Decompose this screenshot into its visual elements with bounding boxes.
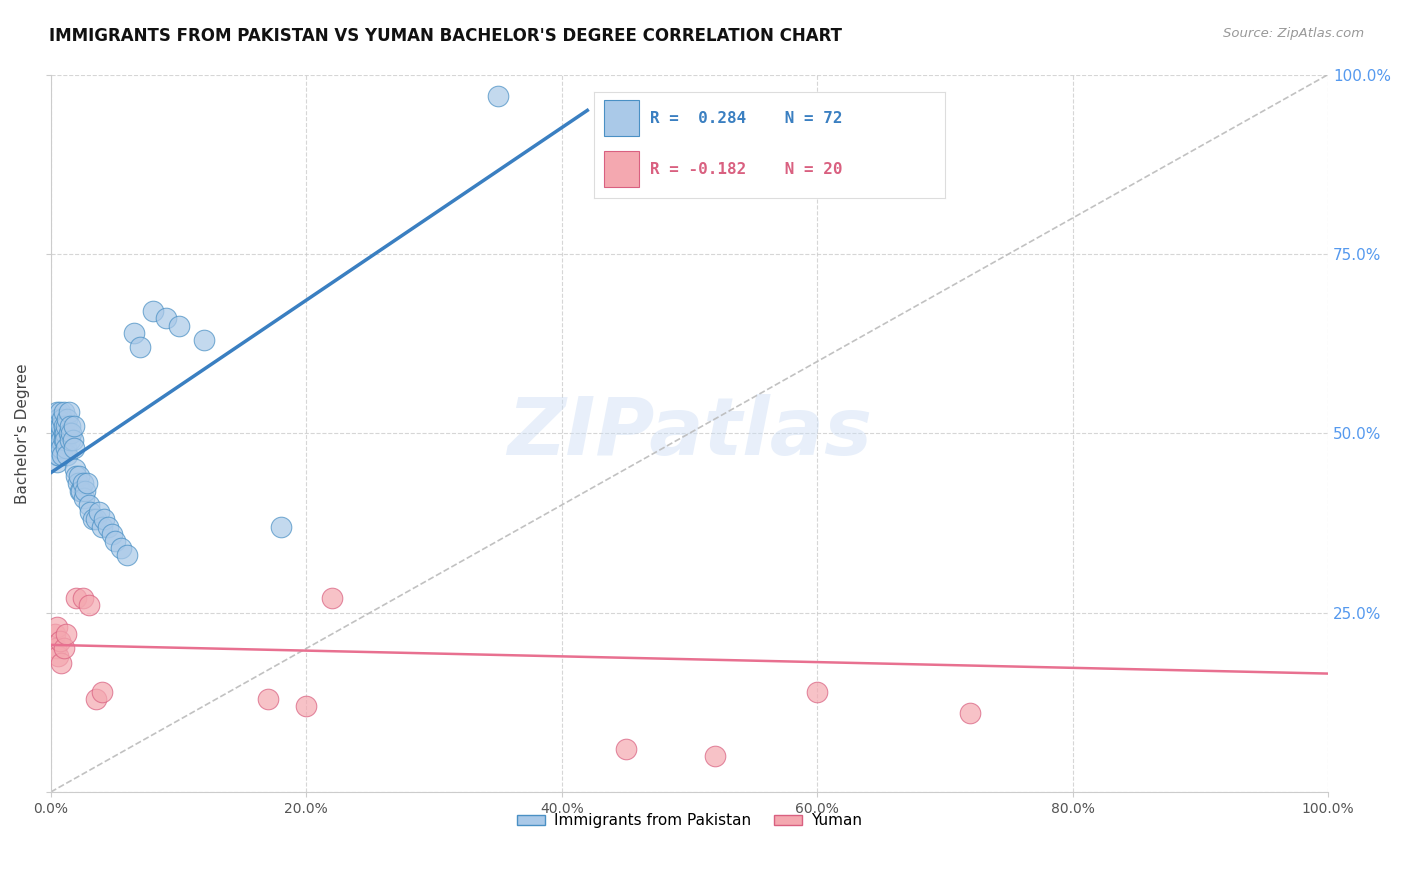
Point bbox=[142, 304, 165, 318]
Point bbox=[49, 441, 72, 455]
Y-axis label: Bachelor's Degree: Bachelor's Degree bbox=[15, 363, 30, 504]
Point bbox=[295, 698, 318, 713]
Point bbox=[44, 434, 66, 448]
Point bbox=[45, 419, 67, 434]
Point bbox=[51, 448, 73, 462]
Point bbox=[48, 426, 70, 441]
Point bbox=[62, 434, 84, 448]
Point bbox=[48, 441, 70, 455]
Point bbox=[66, 476, 89, 491]
Point bbox=[59, 419, 82, 434]
Point bbox=[48, 412, 70, 426]
Point bbox=[67, 469, 90, 483]
Point bbox=[49, 634, 72, 648]
Point bbox=[52, 405, 75, 419]
Point bbox=[46, 455, 69, 469]
Point bbox=[56, 448, 79, 462]
Point bbox=[51, 412, 73, 426]
Point bbox=[49, 434, 72, 448]
Point bbox=[48, 448, 70, 462]
Point bbox=[49, 656, 72, 670]
Point bbox=[90, 519, 112, 533]
Point bbox=[52, 641, 75, 656]
Point bbox=[104, 533, 127, 548]
Point bbox=[63, 462, 86, 476]
Point bbox=[90, 684, 112, 698]
Point bbox=[75, 483, 97, 498]
Point bbox=[129, 340, 152, 354]
Point bbox=[321, 591, 343, 606]
Point bbox=[49, 434, 72, 448]
Point bbox=[58, 405, 80, 419]
Point bbox=[72, 591, 94, 606]
Point bbox=[48, 648, 70, 663]
Point bbox=[257, 691, 280, 706]
Point bbox=[46, 448, 69, 462]
Point bbox=[84, 512, 107, 526]
Legend: Immigrants from Pakistan, Yuman: Immigrants from Pakistan, Yuman bbox=[512, 807, 868, 835]
Point bbox=[70, 483, 93, 498]
Point bbox=[63, 441, 86, 455]
Point bbox=[959, 706, 981, 720]
Point bbox=[93, 512, 115, 526]
Point bbox=[270, 519, 292, 533]
Point bbox=[97, 519, 120, 533]
Point bbox=[49, 405, 72, 419]
Point bbox=[167, 318, 190, 333]
Point bbox=[55, 627, 77, 641]
Point bbox=[48, 434, 70, 448]
Point bbox=[704, 749, 727, 764]
Point bbox=[49, 419, 72, 434]
Point bbox=[44, 627, 66, 641]
Point bbox=[155, 311, 177, 326]
Text: IMMIGRANTS FROM PAKISTAN VS YUMAN BACHELOR'S DEGREE CORRELATION CHART: IMMIGRANTS FROM PAKISTAN VS YUMAN BACHEL… bbox=[49, 27, 842, 45]
Point bbox=[84, 691, 107, 706]
Point bbox=[77, 498, 100, 512]
Point bbox=[193, 333, 215, 347]
Point bbox=[48, 419, 70, 434]
Text: ZIPatlas: ZIPatlas bbox=[508, 394, 872, 472]
Point bbox=[77, 599, 100, 613]
Point bbox=[59, 434, 82, 448]
Point bbox=[486, 89, 509, 103]
Point bbox=[45, 441, 67, 455]
Point bbox=[49, 426, 72, 441]
Point bbox=[46, 620, 69, 634]
Point bbox=[65, 469, 87, 483]
Point bbox=[55, 419, 77, 434]
Point bbox=[60, 426, 83, 441]
Point bbox=[49, 419, 72, 434]
Point bbox=[46, 426, 69, 441]
Point bbox=[614, 742, 637, 756]
Point bbox=[46, 405, 69, 419]
Point bbox=[82, 512, 104, 526]
Point bbox=[101, 526, 124, 541]
Point bbox=[52, 419, 75, 434]
Point bbox=[117, 548, 139, 562]
Point bbox=[806, 684, 828, 698]
Point bbox=[53, 434, 76, 448]
Point bbox=[46, 412, 69, 426]
Point bbox=[52, 426, 75, 441]
Point bbox=[45, 641, 67, 656]
Point bbox=[89, 505, 111, 519]
Point bbox=[63, 419, 86, 434]
Point bbox=[58, 426, 80, 441]
Point bbox=[55, 441, 77, 455]
Point bbox=[65, 591, 87, 606]
Point bbox=[122, 326, 145, 340]
Point bbox=[56, 412, 79, 426]
Point bbox=[49, 426, 72, 441]
Point bbox=[53, 426, 76, 441]
Point bbox=[52, 434, 75, 448]
Point bbox=[76, 476, 98, 491]
Point bbox=[72, 476, 94, 491]
Point bbox=[79, 505, 101, 519]
Text: Source: ZipAtlas.com: Source: ZipAtlas.com bbox=[1223, 27, 1364, 40]
Point bbox=[110, 541, 132, 555]
Point bbox=[69, 483, 91, 498]
Point bbox=[73, 491, 96, 505]
